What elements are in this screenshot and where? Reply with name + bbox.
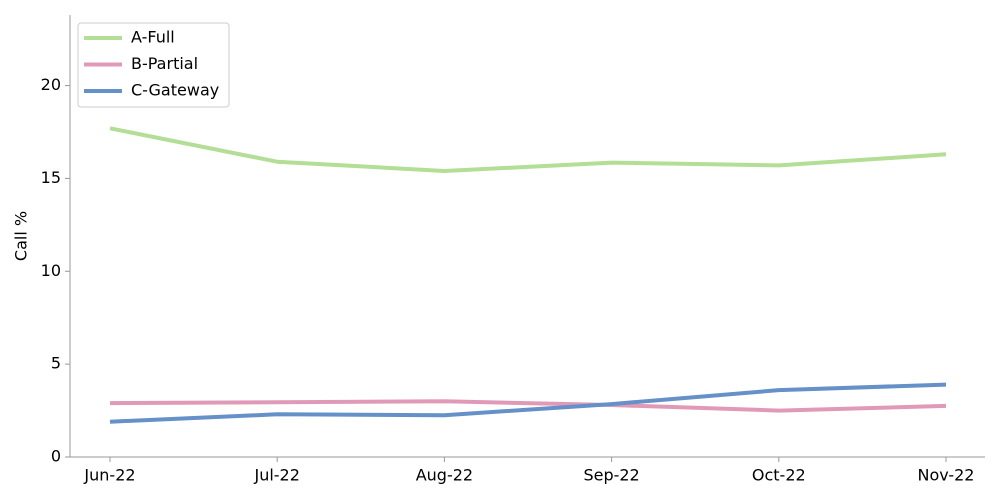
- series-line: [109, 399, 947, 413]
- y-tick-label: 10: [41, 261, 61, 280]
- y-axis-label: Call %: [12, 211, 31, 261]
- legend-label: A-Full: [131, 28, 175, 47]
- y-tick-label: 5: [51, 354, 61, 373]
- x-tick-label: Aug-22: [416, 466, 473, 485]
- x-tick-label: Oct-22: [752, 466, 806, 485]
- legend-box: [77, 22, 230, 108]
- y-tick-label: 0: [51, 447, 61, 466]
- x-tick-label: Nov-22: [918, 466, 975, 485]
- x-tick-label: Jul-22: [253, 466, 299, 485]
- series-line: [109, 126, 947, 173]
- legend-label: C-Gateway: [131, 81, 219, 100]
- y-tick-label: 15: [41, 168, 61, 187]
- x-tick-label: Sep-22: [583, 466, 639, 485]
- legend-label: B-Partial: [131, 54, 198, 73]
- series-line: [109, 382, 947, 424]
- y-tick-label: 20: [41, 75, 61, 94]
- x-tick-label: Jun-22: [83, 466, 135, 485]
- legend: A-Full B-Partial C-Gateway: [77, 22, 230, 108]
